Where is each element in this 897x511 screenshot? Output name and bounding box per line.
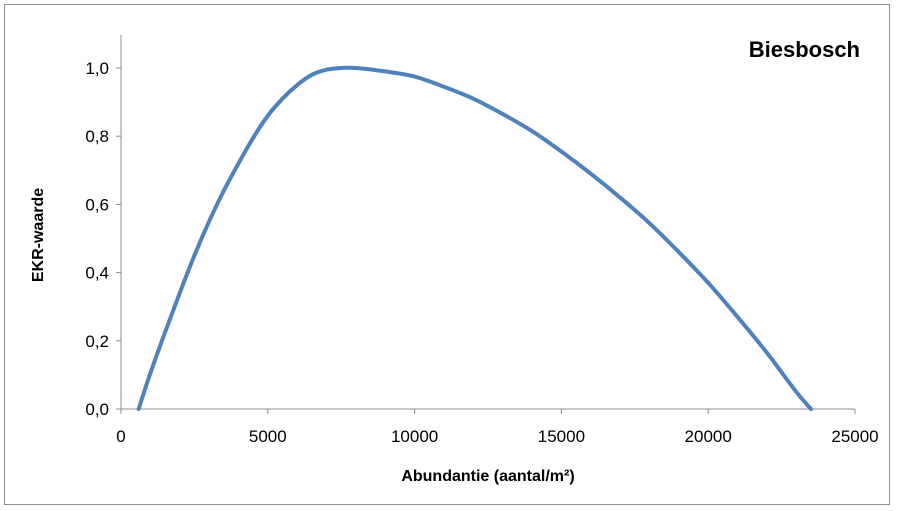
series-line xyxy=(136,65,813,411)
y-tick-label: 0,8 xyxy=(85,127,109,146)
y-axis-title: EKR-waarde xyxy=(30,188,47,282)
y-tick-label: 0,6 xyxy=(85,195,109,214)
chart-title: Biesbosch xyxy=(749,37,860,62)
x-tick-label: 15000 xyxy=(538,427,585,446)
axes: 0,0 0,2 0,4 0,6 0,8 1,0 0 5000 10000 15000 20000 2… xyxy=(85,35,879,446)
x-tick-label: 5000 xyxy=(249,427,287,446)
x-tick-label: 20000 xyxy=(685,427,732,446)
y-tick-label: 1,0 xyxy=(85,59,109,78)
y-tick-label: 0,2 xyxy=(85,332,109,351)
y-ticks: 0,0 0,2 0,4 0,6 0,8 1,0 xyxy=(85,59,121,419)
x-tick-label: 0 xyxy=(116,427,125,446)
x-ticks: 0 5000 10000 15000 20000 25000 xyxy=(116,409,879,446)
x-tick-label: 25000 xyxy=(831,427,878,446)
y-tick-label: 0,4 xyxy=(85,264,109,283)
y-tick-label: 0,0 xyxy=(85,400,109,419)
x-tick-label: 10000 xyxy=(391,427,438,446)
series-layer xyxy=(136,65,813,411)
x-axis-title: Abundantie (aantal/m²) xyxy=(401,468,574,485)
chart-frame: 0,0 0,2 0,4 0,6 0,8 1,0 0 5000 10000 15000 20000 2… xyxy=(4,4,890,505)
chart-svg: 0,0 0,2 0,4 0,6 0,8 1,0 0 5000 10000 15000 20000 2… xyxy=(30,35,879,485)
